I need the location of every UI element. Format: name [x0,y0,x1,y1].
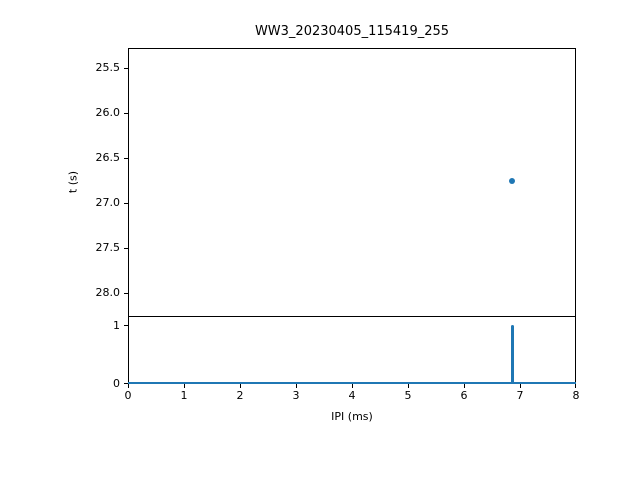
x-tick-mark [184,384,185,388]
y-tick-mark [124,158,128,159]
x-tick-mark [408,384,409,388]
chart-title: WW3_20230405_115419_255 [254,24,450,39]
y-tick-label: 26.5 [95,151,121,164]
x-tick-label: 0 [124,389,132,402]
scatter-plot-area [128,48,576,317]
x-tick-label: 6 [460,389,468,402]
x-tick-label: 3 [292,389,300,402]
y-tick-label: 0 [113,377,120,390]
x-tick-label: 1 [180,389,188,402]
x-tick-label: 2 [236,389,244,402]
x-tick-label: 8 [572,389,580,402]
y-axis-label: t (s) [66,170,80,194]
x-tick-mark [296,384,297,388]
y-tick-mark [124,248,128,249]
histogram-plot-area [128,317,576,384]
y-tick-mark [124,68,128,69]
x-tick-mark [575,384,576,388]
y-tick-label: 1 [113,319,120,332]
x-tick-mark [464,384,465,388]
y-tick-mark [124,113,128,114]
x-tick-label: 7 [516,389,524,402]
y-tick-mark [124,325,128,326]
x-axis-label: IPI (ms) [331,410,373,423]
y-tick-mark [124,383,128,384]
y-tick-label: 26.0 [95,106,121,119]
histogram-baseline [128,382,576,384]
x-tick-label: 4 [348,389,356,402]
y-tick-label: 28.0 [95,286,121,299]
x-tick-mark [128,384,129,388]
x-tick-label: 5 [404,389,412,402]
y-tick-label: 27.0 [95,196,121,209]
x-tick-mark [520,384,521,388]
y-tick-mark [124,293,128,294]
y-tick-label: 25.5 [95,61,121,74]
y-tick-label: 27.5 [95,241,121,254]
x-tick-mark [352,384,353,388]
scatter-point [509,178,515,184]
x-tick-mark [240,384,241,388]
y-tick-mark [124,203,128,204]
histogram-spike [511,325,514,384]
